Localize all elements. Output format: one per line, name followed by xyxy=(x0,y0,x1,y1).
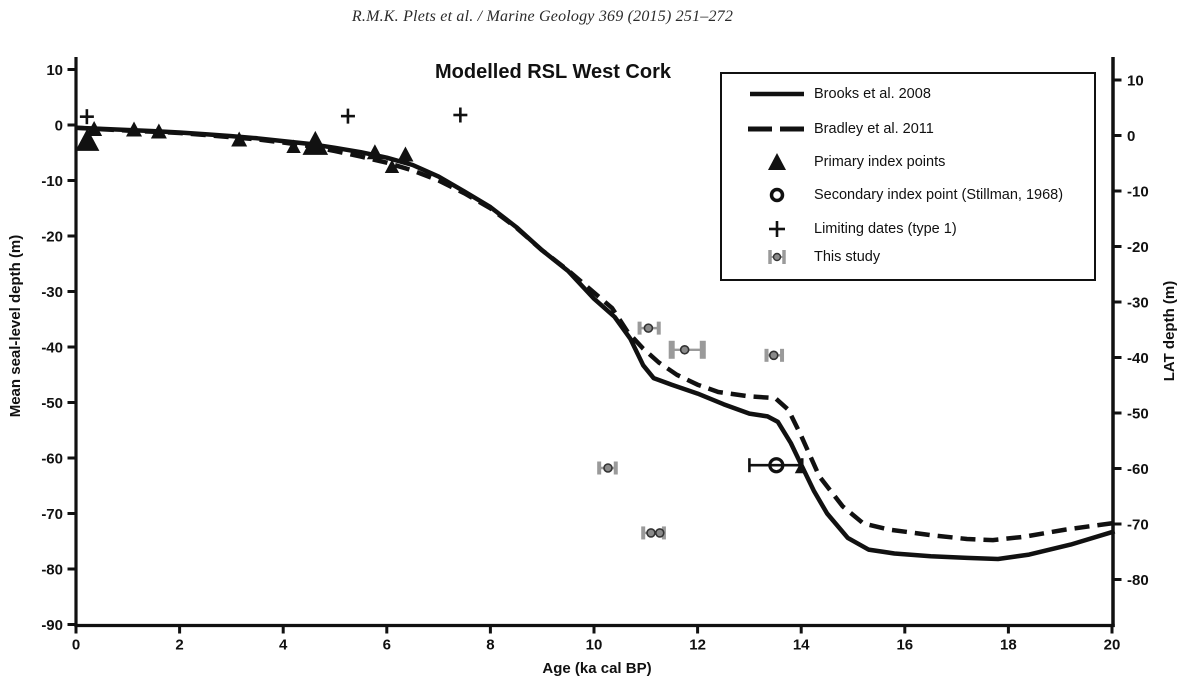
tick-label: 16 xyxy=(896,637,913,654)
triangle-marker-swatch xyxy=(768,153,786,170)
tick-label: -80 xyxy=(41,562,63,579)
open-circle-marker-swatch xyxy=(769,187,785,203)
tick-label: 0 xyxy=(55,118,63,135)
solid-line-swatch xyxy=(750,91,804,97)
tick-label: 14 xyxy=(793,637,810,654)
tick-label: -50 xyxy=(41,395,63,412)
tick-label: -40 xyxy=(1127,350,1149,367)
tick-label: 18 xyxy=(1000,637,1017,654)
tick-label: 10 xyxy=(46,62,63,79)
left-y-axis-label: Mean seal-level depth (m) xyxy=(7,234,24,418)
tick-label: -60 xyxy=(41,451,63,468)
legend-label: Brooks et al. 2008 xyxy=(814,86,931,102)
tick-label: 12 xyxy=(689,637,706,654)
tick-label: -10 xyxy=(41,173,63,190)
tick-label: -70 xyxy=(1127,517,1149,534)
legend-label: Bradley et al. 2011 xyxy=(814,121,934,137)
tick-label: 6 xyxy=(383,637,391,654)
tick-label: -70 xyxy=(41,506,63,523)
legend: Brooks et al. 2008 Bradley et al. 2011 P… xyxy=(720,72,1096,281)
legend-row-this-study: This study xyxy=(722,245,1094,269)
tick-label: -30 xyxy=(41,284,63,301)
tick-label: 20 xyxy=(1104,637,1121,654)
tick-label: -90 xyxy=(41,617,63,634)
legend-row-limiting-dates: Limiting dates (type 1) xyxy=(722,217,1094,241)
tick-label: 10 xyxy=(586,637,603,654)
x-axis-label: Age (ka cal BP) xyxy=(542,660,652,677)
legend-row-primary-index: Primary index points xyxy=(722,150,1094,174)
legend-label: This study xyxy=(814,249,881,265)
x-axis-ticks: 0 2 4 6 8 10 12 14 16 18 20 xyxy=(72,625,1121,654)
legend-label: Primary index points xyxy=(814,154,946,170)
tick-label: -30 xyxy=(1127,295,1149,312)
tick-label: -40 xyxy=(41,340,63,357)
tick-label: 0 xyxy=(72,637,80,654)
tick-label: -20 xyxy=(1127,239,1149,256)
legend-row-secondary-index: Secondary index point (Stillman, 1968) xyxy=(722,183,1094,207)
legend-label: Secondary index point (Stillman, 1968) xyxy=(814,187,1064,203)
this-study-markers xyxy=(597,321,785,540)
right-y-axis-label: LAT depth (m) xyxy=(1161,280,1178,382)
primary-index-markers xyxy=(75,120,808,474)
tick-label: -60 xyxy=(1127,461,1149,478)
dashed-line-swatch xyxy=(748,126,804,132)
y-axis-left-ticks: 10 0 -10 -20 -30 -40 -50 -60 -70 -80 -90 xyxy=(41,62,76,634)
legend-row-bradley: Bradley et al. 2011 xyxy=(722,117,1094,141)
legend-label: Limiting dates (type 1) xyxy=(814,221,957,237)
limiting-date-markers xyxy=(79,107,468,125)
tick-label: -50 xyxy=(1127,406,1149,423)
cross-marker-swatch xyxy=(769,221,785,237)
legend-row-brooks: Brooks et al. 2008 xyxy=(722,82,1094,106)
tick-label: 2 xyxy=(175,637,183,654)
tick-label: 4 xyxy=(279,637,288,654)
tick-label: -20 xyxy=(41,229,63,246)
error-bar-marker-swatch xyxy=(768,250,786,264)
tick-label: 10 xyxy=(1127,73,1144,90)
tick-label: -10 xyxy=(1127,184,1149,201)
citation-header: R.M.K. Plets et al. / Marine Geology 369… xyxy=(351,8,734,25)
tick-label: -80 xyxy=(1127,572,1149,589)
chart-title: Modelled RSL West Cork xyxy=(435,61,671,83)
secondary-index-marker xyxy=(748,457,804,474)
tick-label: 0 xyxy=(1127,128,1135,145)
tick-label: 8 xyxy=(486,637,494,654)
y-axis-right-ticks: 10 0 -10 -20 -30 -40 -50 -60 -70 -80 xyxy=(1113,73,1149,589)
